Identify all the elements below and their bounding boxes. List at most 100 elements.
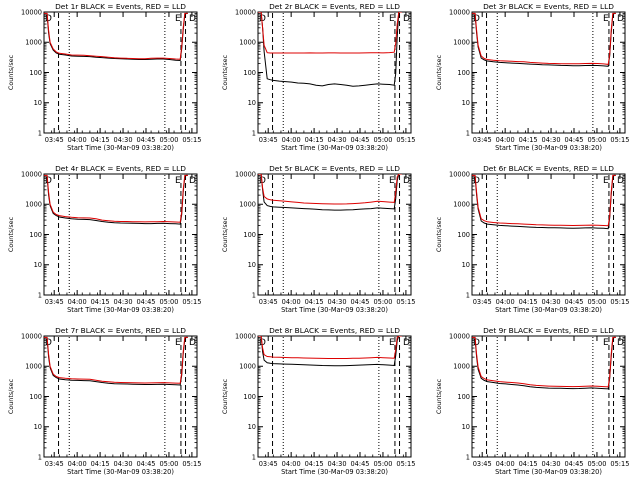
y-axis-label: Counts/sec — [221, 216, 229, 252]
x-tick-label: 04:30 — [542, 136, 561, 144]
panel-9: Det 9r BLACK = Events, RED = LLD 1 10 100 10… — [435, 326, 629, 476]
x-tick-label: 04:30 — [328, 298, 347, 306]
x-tick-label: 04:00 — [282, 136, 301, 144]
x-tick-label: 05:15 — [396, 298, 415, 306]
x-tick-label: 03:45 — [473, 460, 492, 468]
series-line-lld — [44, 336, 188, 384]
x-tick-label: 05:00 — [373, 460, 392, 468]
series-line-events — [472, 336, 616, 390]
series-line-events — [258, 336, 402, 367]
x-tick-label: 05:00 — [587, 136, 606, 144]
y-tick-label: 10 — [462, 99, 470, 107]
x-tick-label: 04:15 — [519, 298, 538, 306]
y-tick-label: 10000 — [21, 8, 42, 16]
panel-title: Det 2r BLACK = Events, RED = LLD — [269, 2, 400, 11]
x-tick-label: 05:00 — [159, 136, 178, 144]
plot-frame — [257, 335, 412, 458]
series-line-lld — [472, 12, 616, 65]
y-tick-label: 1 — [252, 129, 256, 137]
y-tick-label: 10 — [248, 423, 256, 431]
x-tick-label: 04:30 — [328, 136, 347, 144]
panel-title: Det 6r BLACK = Events, RED = LLD — [483, 164, 614, 173]
panel-6: Det 6r BLACK = Events, RED = LLD 1 10 100 10… — [435, 164, 629, 314]
y-tick-label: 100 — [29, 69, 42, 77]
corner-marker-right-inner: E — [389, 338, 395, 348]
x-axis-label: Start Time (30-Mar-09 03:38:20) — [281, 144, 388, 152]
corner-marker-right-inner: E — [175, 338, 181, 348]
x-tick-label: 04:45 — [136, 460, 155, 468]
y-axis-label: Counts/sec — [7, 216, 15, 252]
panel-title: Det 4r BLACK = Events, RED = LLD — [55, 164, 186, 173]
y-tick-label: 1 — [466, 453, 470, 461]
corner-marker-right-inner: E — [603, 338, 609, 348]
corner-marker-left: D — [45, 176, 52, 186]
panel-title: Det 1r BLACK = Events, RED = LLD — [55, 2, 186, 11]
x-tick-label: 04:00 — [282, 460, 301, 468]
series-line-events — [258, 174, 402, 211]
corner-marker-right-inner: E — [603, 14, 609, 24]
y-tick-label: 1 — [38, 291, 42, 299]
x-axis-label: Start Time (30-Mar-09 03:38:20) — [67, 306, 174, 314]
corner-marker-left: D — [473, 14, 480, 24]
x-tick-label: 05:15 — [610, 460, 629, 468]
y-tick-label: 10000 — [235, 8, 256, 16]
x-tick-label: 04:15 — [91, 298, 110, 306]
y-tick-label: 100 — [243, 231, 256, 239]
series-line-events — [44, 174, 188, 225]
corner-marker-right-outer: D — [617, 338, 624, 348]
x-tick-label: 04:45 — [350, 460, 369, 468]
corner-marker-right-outer: D — [617, 176, 624, 186]
x-tick-label: 05:15 — [610, 136, 629, 144]
series-line-events — [472, 12, 616, 67]
x-tick-label: 05:00 — [373, 136, 392, 144]
corner-marker-left: D — [45, 338, 52, 348]
x-tick-label: 03:45 — [259, 136, 278, 144]
panel-2: Det 2r BLACK = Events, RED = LLD 1 10 100 10… — [221, 2, 415, 152]
y-tick-label: 100 — [457, 69, 470, 77]
y-tick-label: 1 — [252, 453, 256, 461]
y-tick-label: 10 — [248, 99, 256, 107]
y-axis-label: Counts/sec — [435, 216, 443, 252]
y-tick-label: 100 — [29, 231, 42, 239]
corner-marker-right-outer: D — [189, 14, 196, 24]
x-tick-label: 04:15 — [91, 460, 110, 468]
y-tick-label: 10000 — [449, 332, 470, 340]
x-tick-label: 03:45 — [259, 460, 278, 468]
y-tick-label: 1000 — [453, 39, 470, 47]
panel-title: Det 7r BLACK = Events, RED = LLD — [55, 326, 186, 335]
corner-marker-left: D — [259, 14, 266, 24]
y-tick-label: 1 — [38, 129, 42, 137]
x-tick-label: 03:45 — [45, 136, 64, 144]
y-axis-label: Counts/sec — [7, 54, 15, 90]
y-axis-label: Counts/sec — [435, 378, 443, 414]
x-tick-label: 04:00 — [68, 298, 87, 306]
panel-5: Det 5r BLACK = Events, RED = LLD 1 10 100 10… — [221, 164, 415, 314]
panel-1: Det 1r BLACK = Events, RED = LLD 1 10 100 10… — [7, 2, 201, 152]
y-axis-label: Counts/sec — [221, 54, 229, 90]
plot-frame — [43, 11, 198, 134]
x-tick-label: 03:45 — [473, 298, 492, 306]
x-tick-label: 04:00 — [68, 460, 87, 468]
corner-marker-right-inner: E — [389, 176, 395, 186]
x-tick-label: 04:00 — [496, 460, 515, 468]
y-tick-label: 10000 — [235, 332, 256, 340]
x-tick-label: 05:00 — [587, 298, 606, 306]
y-tick-label: 10000 — [21, 170, 42, 178]
x-tick-label: 04:15 — [519, 460, 538, 468]
series-line-lld — [44, 12, 188, 60]
x-axis-label: Start Time (30-Mar-09 03:38:20) — [281, 468, 388, 476]
plot-frame — [257, 11, 412, 134]
x-tick-label: 04:45 — [564, 460, 583, 468]
panel-title: Det 3r BLACK = Events, RED = LLD — [483, 2, 614, 11]
x-tick-label: 04:00 — [68, 136, 87, 144]
panel-7: Det 7r BLACK = Events, RED = LLD 1 10 100 10… — [7, 326, 201, 476]
panel-4: Det 4r BLACK = Events, RED = LLD 1 10 100 10… — [7, 164, 201, 314]
series-line-events — [258, 12, 402, 87]
y-tick-label: 100 — [457, 393, 470, 401]
corner-marker-right-outer: D — [189, 338, 196, 348]
x-tick-label: 04:00 — [496, 136, 515, 144]
series-line-lld — [258, 336, 402, 359]
x-tick-label: 05:15 — [182, 298, 201, 306]
x-tick-label: 04:00 — [496, 298, 515, 306]
